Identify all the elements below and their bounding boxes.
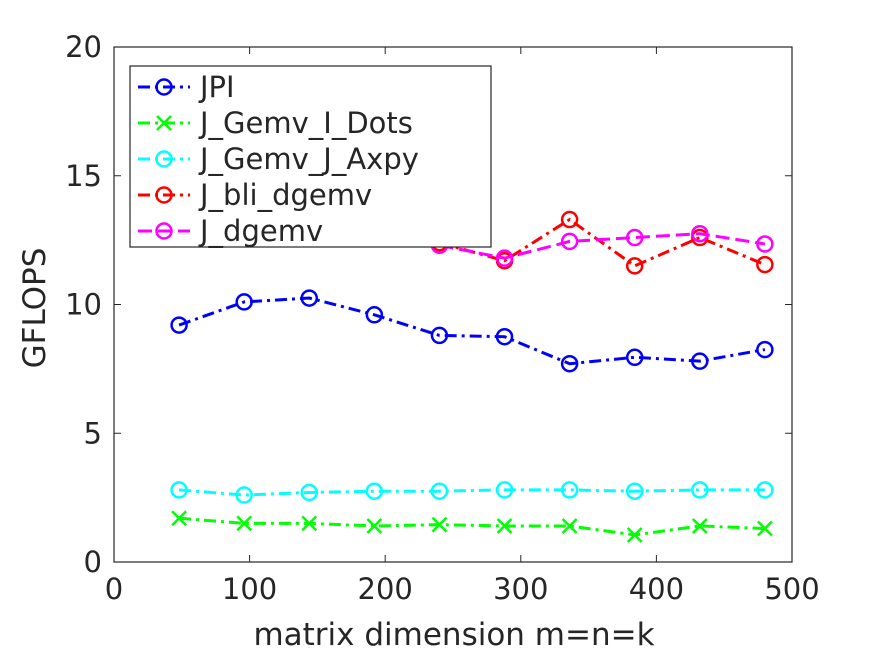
series-0 (170, 289, 774, 373)
data-point (430, 326, 449, 345)
legend-marker (155, 222, 173, 240)
data-point (365, 482, 384, 500)
data-point (626, 527, 643, 543)
data-point (561, 518, 578, 534)
series-layer (170, 210, 774, 543)
legend-entry: J_dgemv (138, 214, 323, 248)
legend-marker (155, 186, 173, 204)
data-point (756, 255, 774, 274)
data-point (495, 481, 514, 499)
data-point (691, 224, 709, 243)
data-point (300, 289, 319, 307)
legend-label: JPI (198, 70, 235, 104)
x-tick-label: 100 (222, 572, 277, 606)
data-point (756, 235, 774, 253)
data-point (560, 210, 579, 229)
data-point (235, 486, 253, 504)
data-point (756, 340, 774, 359)
data-point (496, 518, 513, 534)
data-point (560, 354, 579, 373)
data-point (300, 483, 319, 502)
data-point (170, 481, 188, 499)
data-point (625, 348, 644, 367)
marker-stroke (156, 115, 172, 131)
series-1 (171, 510, 773, 543)
x-tick-label: 0 (105, 572, 123, 606)
marker-stroke (691, 518, 708, 534)
series-4 (430, 224, 774, 267)
marker-stroke (626, 527, 643, 543)
marker-stroke (171, 510, 187, 527)
legend-box (129, 65, 492, 248)
data-point (691, 518, 708, 534)
data-point (236, 515, 253, 532)
legend-marker (156, 115, 172, 131)
legend-label: J_bli_dgemv (198, 178, 372, 212)
legend-entry: J_Gemv_I_Dots (138, 106, 413, 140)
marker-stroke (366, 518, 383, 534)
data-point (495, 249, 514, 267)
legend: JPIJ_Gemv_I_DotsJ_Gemv_J_AxpyJ_bli_dgemv… (129, 65, 492, 248)
data-point (366, 518, 383, 534)
data-point (625, 228, 644, 247)
data-point (431, 516, 448, 533)
marker-stroke (561, 518, 578, 534)
x-tick-label: 200 (358, 572, 413, 606)
series-line (439, 217, 766, 268)
y-tick-label: 5 (84, 416, 102, 450)
data-point (625, 482, 644, 500)
marker-stroke (236, 515, 253, 532)
y-tick-label: 20 (65, 30, 102, 64)
x-tick-label: 500 (764, 572, 819, 606)
y-tick-label: 10 (65, 288, 102, 322)
data-point (691, 481, 709, 499)
data-point (301, 515, 318, 532)
data-point (560, 232, 579, 251)
series-2 (170, 481, 774, 504)
x-tick-label: 400 (629, 572, 684, 606)
legend-entry: JPI (138, 70, 235, 104)
series-line (439, 232, 766, 260)
x-axis-label: matrix dimension m=n=k (253, 617, 654, 653)
x-tick-label: 300 (493, 572, 548, 606)
data-point (560, 481, 579, 499)
series-line (178, 516, 765, 537)
legend-entry: J_bli_dgemv (138, 178, 372, 212)
tick-labels: 0 100 200 300 400 500 0 5 10 15 20 (65, 30, 820, 606)
marker-stroke (301, 515, 318, 532)
legend-label: J_dgemv (198, 214, 323, 248)
legend-entry: J_Gemv_J_Axpy (138, 142, 419, 176)
legend-marker (155, 78, 173, 96)
legend-marker (155, 150, 173, 168)
marker-stroke (431, 516, 448, 533)
data-point (365, 306, 384, 324)
data-point (171, 510, 187, 527)
series-line (178, 488, 765, 497)
y-tick-label: 15 (65, 159, 102, 193)
y-tick-label: 0 (84, 545, 102, 579)
data-point (235, 293, 253, 311)
legend-label: J_Gemv_J_Axpy (198, 142, 419, 176)
data-point (170, 316, 188, 334)
series-line (178, 296, 766, 366)
data-point (756, 481, 774, 499)
data-point (495, 327, 514, 346)
data-point (691, 352, 709, 370)
legend-label: J_Gemv_I_Dots (198, 106, 413, 140)
data-point (756, 520, 773, 537)
data-point (430, 482, 449, 500)
data-point (625, 257, 644, 275)
marker-stroke (496, 518, 513, 534)
y-axis-label: GFLOPS (17, 248, 53, 369)
marker-stroke (756, 520, 773, 537)
